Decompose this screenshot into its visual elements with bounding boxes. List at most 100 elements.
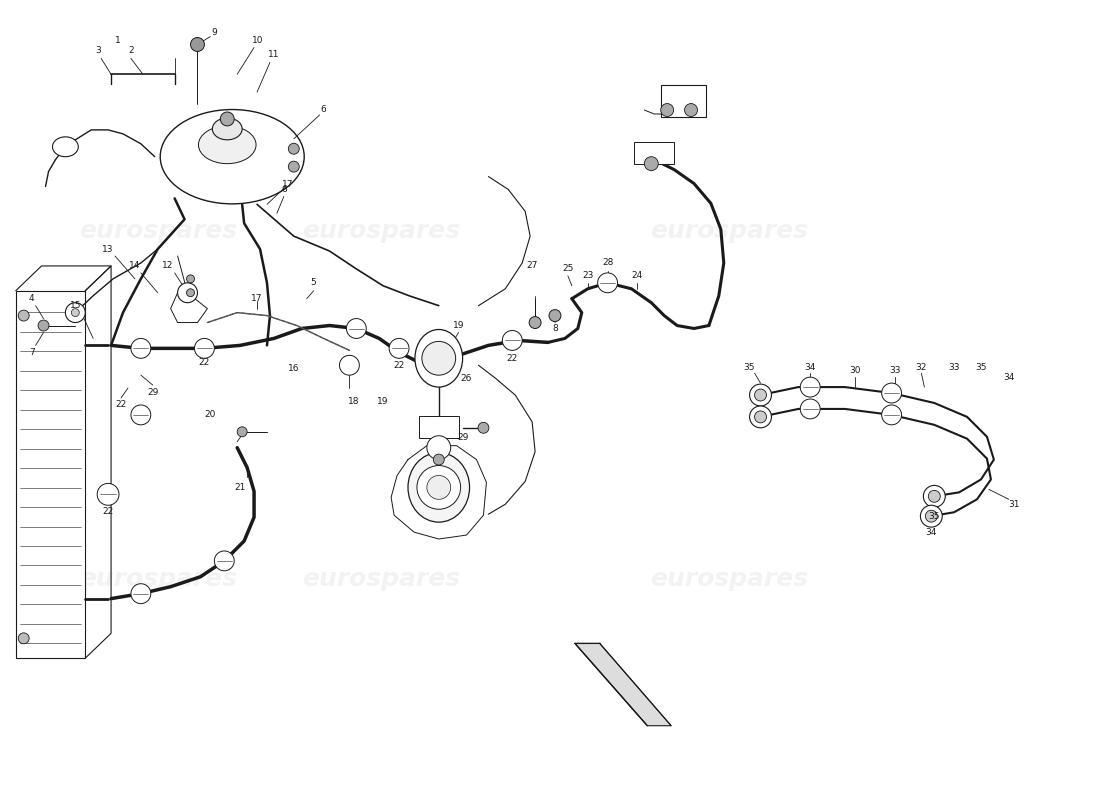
Text: 33: 33 [948, 362, 960, 372]
Text: 19: 19 [453, 321, 464, 330]
Text: 22: 22 [102, 506, 113, 516]
Circle shape [389, 338, 409, 358]
Circle shape [19, 633, 29, 644]
Text: 28: 28 [602, 258, 614, 267]
Text: 7: 7 [29, 348, 34, 357]
Circle shape [214, 551, 234, 571]
Text: 22: 22 [507, 354, 518, 362]
Circle shape [65, 302, 86, 322]
Text: 14: 14 [129, 262, 141, 270]
Text: 6: 6 [321, 105, 327, 114]
Text: 19: 19 [377, 398, 389, 406]
Text: 34: 34 [1003, 373, 1014, 382]
Text: 17: 17 [251, 294, 263, 303]
Circle shape [288, 143, 299, 154]
FancyBboxPatch shape [661, 86, 706, 117]
FancyBboxPatch shape [419, 416, 459, 438]
Circle shape [882, 405, 902, 425]
Text: 29: 29 [147, 387, 158, 397]
Text: 10: 10 [252, 36, 264, 45]
Circle shape [187, 275, 195, 283]
Text: 24: 24 [631, 271, 644, 280]
Circle shape [427, 475, 451, 499]
Text: 1: 1 [116, 36, 121, 45]
Circle shape [190, 38, 205, 51]
Text: 11: 11 [268, 50, 279, 59]
Circle shape [801, 399, 821, 419]
Circle shape [288, 161, 299, 172]
Text: 21: 21 [234, 483, 246, 492]
Circle shape [684, 103, 697, 117]
Polygon shape [15, 290, 86, 658]
FancyBboxPatch shape [635, 142, 674, 164]
Text: eurospares: eurospares [302, 219, 460, 243]
Text: 4: 4 [29, 294, 34, 303]
Text: eurospares: eurospares [650, 566, 807, 590]
Circle shape [749, 406, 771, 428]
Circle shape [39, 320, 50, 331]
Text: 29: 29 [456, 434, 469, 442]
Text: 22: 22 [199, 358, 210, 366]
Circle shape [645, 157, 658, 170]
Text: 31: 31 [1008, 500, 1020, 509]
Text: 35: 35 [742, 362, 755, 372]
Ellipse shape [53, 137, 78, 157]
Text: 15: 15 [69, 301, 81, 310]
Circle shape [755, 411, 767, 423]
Circle shape [422, 342, 455, 375]
Circle shape [882, 383, 902, 403]
Circle shape [549, 310, 561, 322]
Text: 22: 22 [394, 361, 405, 370]
Circle shape [220, 112, 234, 126]
Circle shape [801, 377, 821, 397]
Text: 33: 33 [889, 366, 900, 374]
Circle shape [97, 483, 119, 506]
Text: 34: 34 [925, 527, 937, 537]
Text: 22: 22 [116, 401, 127, 410]
Text: 13: 13 [102, 245, 113, 254]
Circle shape [177, 283, 198, 302]
Circle shape [749, 384, 771, 406]
Ellipse shape [161, 110, 305, 204]
Text: 30: 30 [849, 366, 860, 374]
Ellipse shape [415, 330, 463, 387]
Circle shape [923, 486, 945, 507]
Circle shape [340, 355, 360, 375]
Text: 25: 25 [562, 265, 573, 274]
Circle shape [131, 405, 151, 425]
Text: eurospares: eurospares [650, 219, 807, 243]
Text: 27: 27 [527, 262, 538, 270]
Circle shape [921, 506, 943, 527]
Circle shape [19, 310, 29, 321]
Text: eurospares: eurospares [79, 219, 236, 243]
Text: 3: 3 [96, 46, 101, 55]
Ellipse shape [408, 453, 470, 522]
Text: 34: 34 [804, 362, 816, 372]
Ellipse shape [198, 126, 256, 164]
Ellipse shape [212, 118, 242, 140]
Text: 17: 17 [282, 180, 294, 189]
Circle shape [417, 466, 461, 510]
Text: 32: 32 [915, 362, 927, 372]
Text: 26: 26 [460, 374, 471, 382]
Circle shape [72, 309, 79, 317]
Text: 35: 35 [928, 512, 940, 521]
Circle shape [131, 338, 151, 358]
Circle shape [755, 389, 767, 401]
Circle shape [131, 584, 151, 603]
Text: eurospares: eurospares [79, 566, 236, 590]
Circle shape [928, 490, 940, 502]
Text: eurospares: eurospares [302, 566, 460, 590]
Text: 2: 2 [128, 46, 134, 55]
Polygon shape [575, 643, 671, 726]
Text: 6: 6 [280, 185, 287, 194]
Circle shape [503, 330, 522, 350]
Text: 5: 5 [311, 278, 317, 287]
Text: 9: 9 [211, 28, 217, 37]
Circle shape [187, 289, 195, 297]
Text: 16: 16 [288, 364, 299, 373]
Circle shape [346, 318, 366, 338]
Circle shape [529, 317, 541, 329]
Text: 8: 8 [552, 324, 558, 333]
Circle shape [925, 510, 937, 522]
